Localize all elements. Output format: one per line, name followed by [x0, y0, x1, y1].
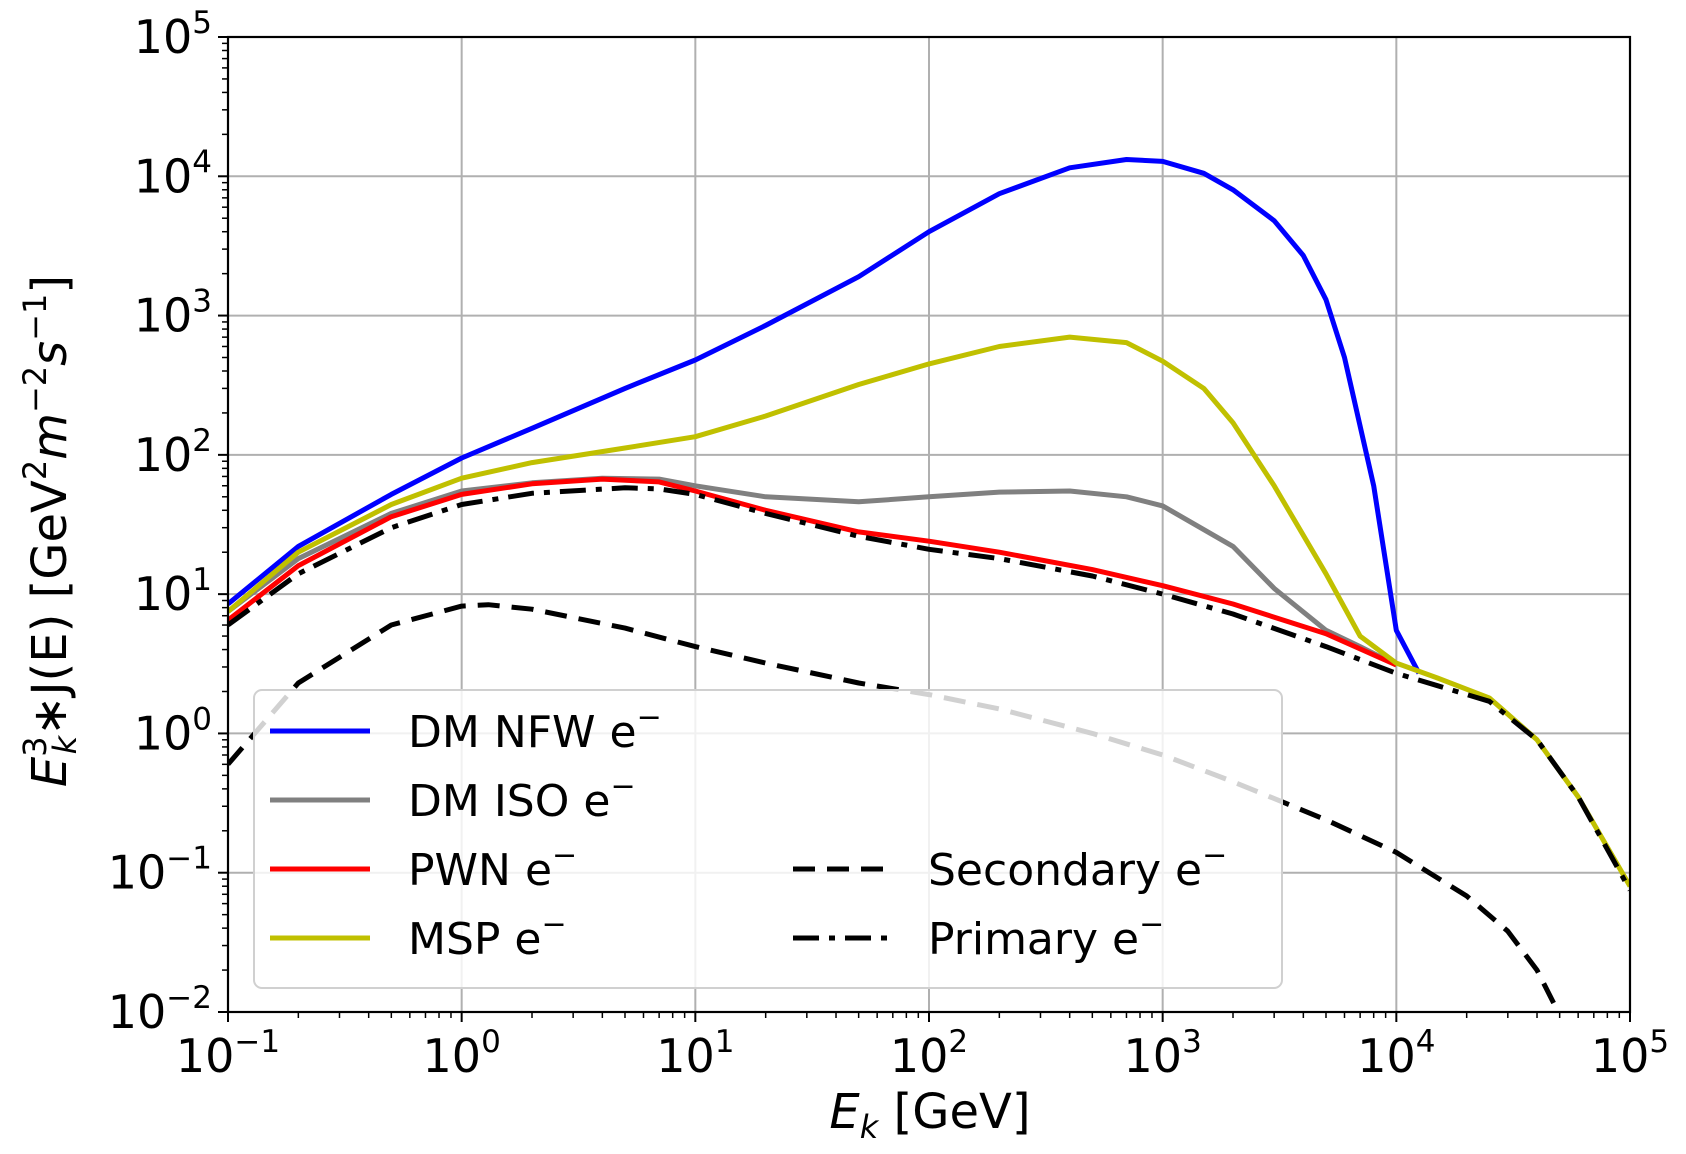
legend-label: MSP e−	[408, 907, 567, 965]
y-tick-label: 104	[134, 144, 212, 203]
series-line-pwn-e	[228, 476, 1398, 668]
y-tick-label: 102	[134, 423, 212, 482]
y-tick-label: 10−2	[108, 980, 212, 1039]
x-tick-label: 104	[1357, 1024, 1435, 1083]
y-tick-label: 103	[134, 284, 212, 343]
series-line-dm-iso-e	[228, 475, 1398, 668]
y-axis-label: E3k∗J(E) [GeV2m−2s−1]	[16, 275, 84, 787]
series-group	[228, 157, 1630, 1012]
y-tick-label: 105	[134, 5, 212, 64]
legend-label: DM NFW e−	[408, 700, 662, 758]
legend-box	[253, 689, 1283, 989]
legend-label: DM ISO e−	[408, 769, 636, 827]
legend-label: Primary e−	[928, 907, 1164, 965]
x-tick-label: 105	[1591, 1024, 1669, 1083]
y-tick-label: 10−1	[108, 841, 212, 900]
x-tick-label: 10−1	[176, 1024, 280, 1083]
legend-label: Secondary e−	[928, 838, 1227, 896]
legend-label: PWN e−	[408, 838, 577, 896]
y-tick-label: 101	[134, 562, 212, 621]
series-line-dm-nfw-e	[228, 157, 1422, 675]
series-line-msp-e	[228, 334, 1630, 888]
x-tick-labels: 10−1 100 101 102 103 104 105	[176, 1024, 1669, 1083]
x-tick-label: 102	[890, 1024, 968, 1083]
legend: DM NFW e− DM ISO e− PWN e− MSP e− Secondary …	[253, 689, 1283, 989]
x-tick-label: 100	[423, 1024, 501, 1083]
series-line-primary-e	[228, 485, 1630, 892]
x-axis-label: Ek [GeV]	[829, 1084, 1030, 1146]
x-tick-label: 103	[1124, 1024, 1202, 1083]
x-tick-label: 101	[656, 1024, 734, 1083]
ticks	[218, 36, 1631, 1022]
y-tick-label: 100	[134, 701, 212, 760]
y-tick-labels: 10−2 10−1 100 101 102 103 104 105	[108, 5, 212, 1039]
